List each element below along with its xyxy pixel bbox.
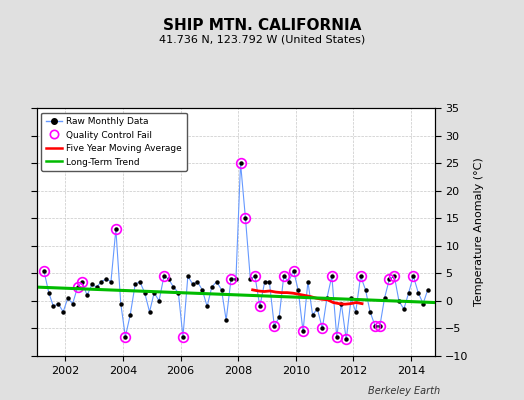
Text: 41.736 N, 123.792 W (United States): 41.736 N, 123.792 W (United States) <box>159 34 365 44</box>
Text: Berkeley Earth: Berkeley Earth <box>368 386 440 396</box>
Y-axis label: Temperature Anomaly (°C): Temperature Anomaly (°C) <box>474 158 484 306</box>
Text: SHIP MTN. CALIFORNIA: SHIP MTN. CALIFORNIA <box>163 18 361 33</box>
Legend: Raw Monthly Data, Quality Control Fail, Five Year Moving Average, Long-Term Tren: Raw Monthly Data, Quality Control Fail, … <box>41 112 187 171</box>
